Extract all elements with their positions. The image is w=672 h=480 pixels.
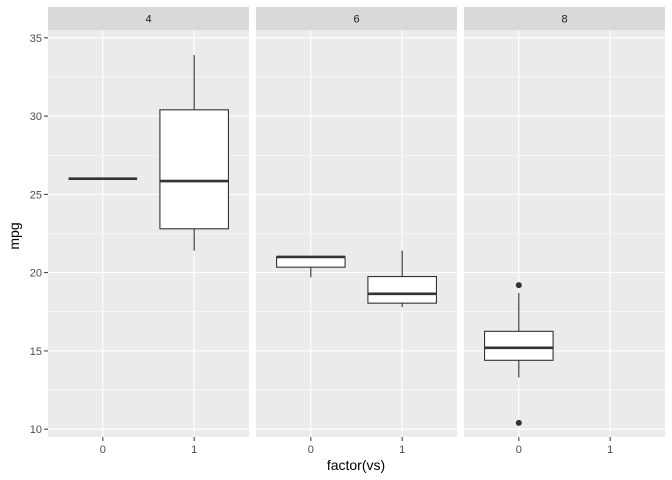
- x-axis-title: factor(vs): [327, 457, 385, 473]
- facet-panel-6: 6 0 1: [256, 7, 457, 456]
- facet-panel-8: 8 0 1: [464, 7, 665, 456]
- y-axis: 10 15 20 25 30 35: [30, 33, 48, 436]
- box-6-1: [367, 250, 437, 308]
- y-tick-label: 20: [30, 268, 42, 280]
- iqr-box: [159, 109, 229, 230]
- facet-strip-label: 6: [353, 14, 359, 26]
- y-tick-label: 25: [30, 189, 42, 201]
- iqr-box: [276, 256, 346, 268]
- box-4-1: [159, 55, 229, 251]
- iqr-box: [367, 275, 437, 304]
- y-tick-label: 10: [30, 424, 42, 436]
- x-tick-label: 0: [100, 444, 106, 456]
- x-tick-label: 1: [191, 444, 197, 456]
- facet-strip: [48, 7, 249, 30]
- outlier-point: [515, 419, 522, 426]
- facet-panel-4: 4 0 1: [48, 7, 249, 456]
- x-tick-label: 1: [607, 444, 613, 456]
- y-axis-title: mpg: [6, 222, 22, 249]
- x-tick-label: 0: [516, 444, 522, 456]
- x-tick-label: 0: [308, 444, 314, 456]
- box-6-0: [276, 255, 346, 278]
- iqr-box: [484, 330, 554, 361]
- y-tick-label: 15: [30, 346, 42, 358]
- facet-strip-label: 8: [561, 14, 567, 26]
- facet-strip: [256, 7, 457, 30]
- outlier-point: [515, 282, 522, 289]
- facet-strip-label: 4: [145, 14, 151, 26]
- y-tick-label: 35: [30, 33, 42, 45]
- facet-strip: [464, 7, 665, 30]
- y-tick-label: 30: [30, 111, 42, 123]
- facet-panels: 4 0 1 6 0 1 8 0 1: [48, 7, 665, 456]
- box-8-0: [484, 282, 554, 426]
- x-tick-label: 1: [399, 444, 405, 456]
